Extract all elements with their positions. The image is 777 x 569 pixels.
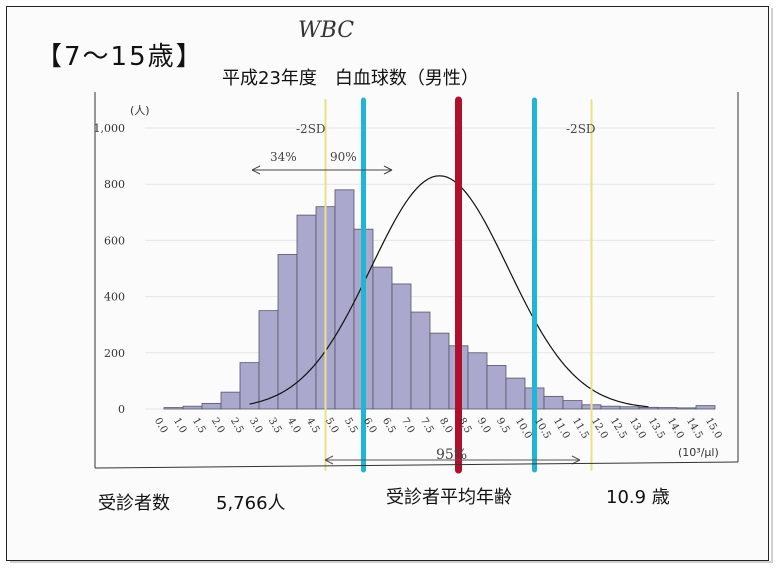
x-tick-label-0.0: 0.0 xyxy=(152,416,169,435)
y-tick-label-1000: 1,000 xyxy=(94,122,126,135)
bar-14.5 xyxy=(676,407,697,410)
x-tick-label-13.0: 13.0 xyxy=(627,416,648,441)
x-tick-label-1.5: 1.5 xyxy=(190,416,207,435)
bar-8.0 xyxy=(429,332,450,410)
bar-7.5 xyxy=(410,311,431,410)
x-tick-label-9.5: 9.5 xyxy=(494,416,511,435)
x-tick-label-15.0: 15.0 xyxy=(703,416,724,441)
x-tick-label-7.0: 7.0 xyxy=(399,416,416,435)
y-tick-label-0: 0 xyxy=(118,403,125,416)
x-tick-label-8.0: 8.0 xyxy=(437,416,454,435)
x-axis-unit: (10³/μl) xyxy=(678,446,719,459)
pct-bottom-note: 95% xyxy=(436,447,468,463)
y-tick-label-400: 400 xyxy=(104,291,125,304)
x-tick-label-2.0: 2.0 xyxy=(209,416,226,435)
bar-13.5 xyxy=(638,406,659,410)
bar-2.5 xyxy=(220,391,241,410)
x-tick-label-4.5: 4.5 xyxy=(304,416,321,435)
y-tick-label-800: 800 xyxy=(104,178,125,191)
bar-9.5 xyxy=(486,365,507,410)
bar-7.0 xyxy=(391,283,412,410)
bar-13.0 xyxy=(619,406,640,410)
minus-2sd-right-note: -2SD xyxy=(566,122,596,136)
examinee-count-label: 受診者数 xyxy=(98,493,170,514)
age-range-heading: 【7～15歳】 xyxy=(36,42,204,72)
bar-1.5 xyxy=(182,405,203,410)
x-tick-label-10.0: 10.0 xyxy=(513,416,534,441)
arrow-bottom-heads xyxy=(324,455,581,465)
bar-11.0 xyxy=(543,395,564,410)
arrow-top-heads xyxy=(251,165,393,175)
bar-1.0 xyxy=(163,407,184,410)
x-tick-label-2.5: 2.5 xyxy=(228,416,245,435)
x-tick-label-7.5: 7.5 xyxy=(418,416,435,435)
bar-5.5 xyxy=(334,189,355,410)
average-age-label: 受診者平均年齢 xyxy=(386,487,512,508)
x-tick-label-4.0: 4.0 xyxy=(285,416,302,435)
x-tick-label-11.0: 11.0 xyxy=(551,416,572,441)
average-age-value: 10.9 歳 xyxy=(606,487,670,508)
bar-3.5 xyxy=(258,310,279,410)
x-tick-label-5.5: 5.5 xyxy=(342,416,359,435)
frame-bottom xyxy=(94,461,739,469)
x-tick-label-14.5: 14.5 xyxy=(684,416,705,441)
bar-14.0 xyxy=(657,407,678,410)
bar-6.5 xyxy=(372,266,393,410)
pct-right-note: 90% xyxy=(330,150,357,164)
y-axis-unit: (人) xyxy=(130,104,150,117)
examinee-count-value: 5,766人 xyxy=(216,493,286,514)
bar-4.0 xyxy=(277,254,298,410)
x-tick-label-9.0: 9.0 xyxy=(475,416,492,435)
x-tick-label-11.5: 11.5 xyxy=(570,416,591,441)
x-tick-label-13.5: 13.5 xyxy=(646,416,667,441)
bar-9.0 xyxy=(467,352,488,410)
chart-title: 平成23年度 白血球数（男性） xyxy=(222,68,479,89)
bar-11.5 xyxy=(562,400,583,410)
y-tick-label-600: 600 xyxy=(104,234,125,247)
bar-12.5 xyxy=(600,405,621,410)
paper-shadow xyxy=(10,8,773,563)
x-tick-label-1.0: 1.0 xyxy=(171,416,188,435)
bar-2.0 xyxy=(201,402,222,410)
x-tick-label-14.0: 14.0 xyxy=(665,416,686,441)
minus-2sd-left-note: -2SD xyxy=(296,122,326,136)
x-tick-label-12.5: 12.5 xyxy=(608,416,629,441)
x-tick-label-6.5: 6.5 xyxy=(380,416,397,435)
normal-curve xyxy=(249,175,649,408)
handwritten-wbc-note: WBC xyxy=(298,18,355,43)
pct-left-note: 34% xyxy=(270,150,297,164)
bar-15.0 xyxy=(695,405,716,410)
x-tick-label-3.5: 3.5 xyxy=(266,416,283,435)
x-tick-label-3.0: 3.0 xyxy=(247,416,264,435)
y-tick-label-200: 200 xyxy=(104,347,125,360)
bar-10.0 xyxy=(505,377,526,410)
